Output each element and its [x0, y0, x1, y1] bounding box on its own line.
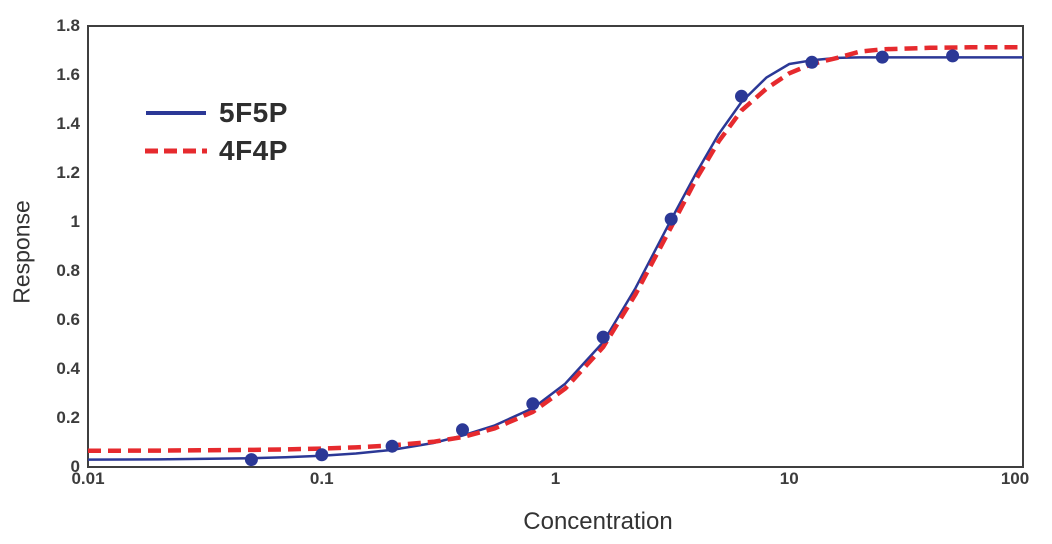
y-tick-label: 1.2 — [56, 163, 80, 182]
y-tick-label: 0.8 — [56, 261, 80, 280]
x-tick-label: 1 — [550, 469, 561, 488]
legend: 5F5P 4F4P — [145, 94, 288, 170]
data-point-5f5p — [735, 89, 748, 103]
legend-item-5f5p: 5F5P — [145, 94, 288, 132]
y-tick-label: 1.4 — [56, 114, 80, 133]
y-tick-label: 1.6 — [56, 65, 80, 84]
data-point-5f5p — [875, 50, 889, 64]
curve-4f4p — [87, 45, 1023, 454]
data-point-5f5p — [805, 55, 819, 69]
y-tick-label: 1.8 — [56, 16, 80, 35]
data-point-5f5p — [244, 453, 258, 467]
y-tick-label: 1 — [70, 212, 80, 231]
data-point-5f5p — [664, 212, 678, 226]
y-tick-label: 0.6 — [56, 310, 80, 329]
data-point-5f5p — [596, 330, 610, 344]
legend-solid-line-icon — [146, 111, 206, 115]
x-tick-label: 10 — [779, 469, 799, 488]
x-axis-label: Concentration — [523, 508, 673, 535]
plot-border — [87, 25, 1024, 468]
data-point-5f5p — [946, 49, 960, 63]
data-point-5f5p — [315, 448, 329, 462]
legend-dashed-line-icon — [145, 148, 207, 154]
curve-5f5p — [87, 56, 1023, 461]
data-point-5f5p — [526, 397, 540, 411]
legend-label-5f5p: 5F5P — [219, 97, 288, 128]
data-point-5f5p — [385, 439, 399, 453]
x-tick-label: 0.1 — [309, 469, 334, 488]
y-tick-label: 0.2 — [56, 408, 80, 427]
data-point-5f5p — [456, 423, 469, 437]
y-tick-label: 0.4 — [56, 359, 80, 378]
legend-item-4f4p: 4F4P — [145, 132, 288, 170]
x-tick-label: 100 — [1000, 469, 1030, 488]
x-tick-label: 0.01 — [71, 469, 105, 488]
legend-label-4f4p: 4F4P — [219, 135, 288, 166]
y-tick-label: 0 — [70, 457, 80, 476]
